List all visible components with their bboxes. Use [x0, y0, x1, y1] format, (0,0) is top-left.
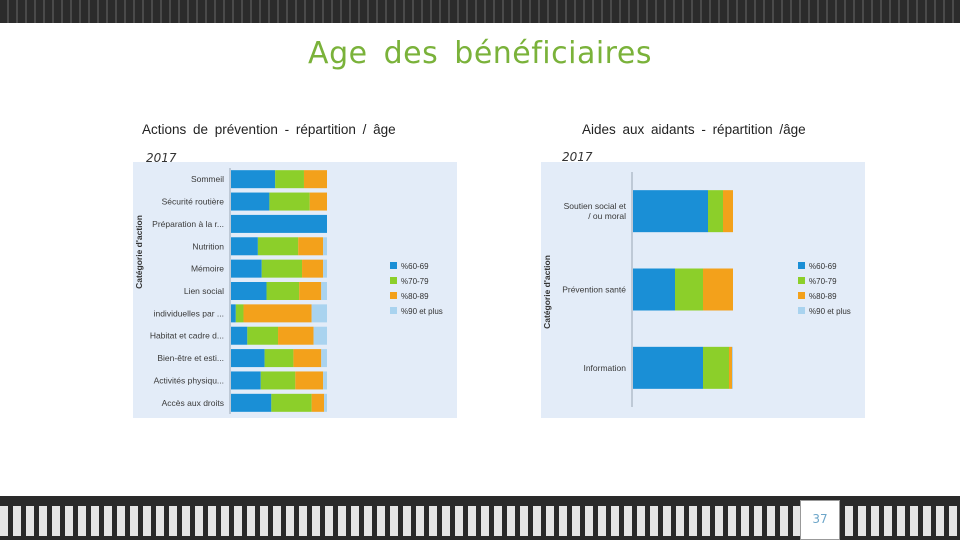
bar-segment [231, 170, 276, 189]
category-label: Nutrition [192, 241, 224, 251]
right-chart-subtitle: Aides aux aidants - répartition /âge [582, 122, 806, 137]
bar-segment [323, 259, 327, 278]
bar-segment [231, 282, 267, 300]
bar-segment [633, 190, 708, 233]
top-decorative-bar [0, 0, 960, 23]
bar-segment [703, 346, 729, 389]
bar-segment [278, 326, 314, 345]
category-label: Préparation à la r... [152, 219, 224, 229]
bar-segment [309, 192, 327, 211]
bar-segment [311, 393, 325, 412]
legend-label: %80-89 [809, 292, 837, 301]
legend-label: %60-69 [809, 262, 837, 271]
legend-swatch [798, 307, 805, 314]
page-number: 37 [812, 512, 828, 526]
y-axis-title: Catégorie d'action [542, 255, 552, 329]
left-chart-subtitle: Actions de prévention - répartition / âg… [142, 122, 396, 137]
right-stacked-bar-chart: Catégorie d'action Soutien social et / ou… [541, 162, 865, 418]
category-label: Prévention santé [562, 285, 626, 295]
bar-segment [703, 268, 733, 311]
category-label: Mémoire [191, 264, 224, 274]
legend-label: %70-79 [401, 277, 429, 286]
category-label: Sommeil [191, 174, 224, 184]
bar-segment [231, 393, 272, 412]
legend-swatch [390, 307, 397, 314]
category-label: Information [583, 363, 626, 373]
bar-segment [231, 304, 236, 323]
left-stacked-bar-chart: Catégorie d'action Sommeil Sécurité routiè… [133, 162, 457, 418]
bar-segment [231, 259, 262, 278]
bar-segment [275, 170, 304, 189]
category-label: Sécurité routière [162, 197, 225, 207]
bar-segment [260, 371, 296, 390]
bar-segment [723, 190, 733, 233]
bar-segment [231, 326, 248, 345]
bar-segment [257, 237, 299, 256]
category-label: Lien social [184, 286, 224, 296]
bar-segment [271, 393, 312, 412]
bar-segment [264, 349, 294, 368]
legend-swatch [798, 262, 805, 269]
bar-segment [323, 237, 327, 256]
bar-segment [302, 259, 324, 278]
legend-label: %60-69 [401, 262, 429, 271]
legend-swatch [390, 262, 397, 269]
slide-title: Age des bénéficiaires [308, 36, 652, 71]
bar-segment [231, 349, 265, 368]
bar-segment [261, 259, 303, 278]
bar-segment [633, 268, 675, 311]
bar-segment [321, 349, 327, 368]
bar-segment [633, 346, 703, 389]
legend-label: %70-79 [809, 277, 837, 286]
bar-segment [313, 326, 327, 345]
bar-segment [231, 192, 270, 211]
bar-segment [231, 237, 258, 256]
category-label: Activités physiqu... [154, 375, 224, 385]
right-chart-year: 2017 [562, 150, 593, 164]
bar-segment [298, 237, 324, 256]
bar-segment [293, 349, 322, 368]
category-label: Bien-être et esti... [157, 353, 224, 363]
bar-segment [708, 190, 723, 233]
category-label: Soutien social et [564, 201, 627, 211]
category-label: Accès aux droits [162, 398, 224, 408]
bar-segment [269, 192, 310, 211]
bar-segment [247, 326, 279, 345]
legend-label: %90 et plus [401, 307, 443, 316]
bar-segment [235, 304, 244, 323]
legend-swatch [798, 277, 805, 284]
bar-segment [732, 346, 733, 389]
legend-swatch [390, 292, 397, 299]
bar-segment [295, 371, 324, 390]
legend-swatch [798, 292, 805, 299]
category-label: / ou moral [588, 211, 626, 221]
y-axis-title: Catégorie d'action [134, 215, 144, 289]
bar-segment [729, 346, 732, 389]
bar-segment [311, 304, 327, 323]
bar-segment [231, 371, 261, 390]
bar-segment [321, 282, 327, 300]
bar-segment [299, 282, 322, 300]
bar-segment [324, 393, 327, 412]
bar-segment [323, 371, 327, 390]
bar-segment [231, 214, 327, 233]
legend-label: %90 et plus [809, 307, 851, 316]
bar-segment [243, 304, 312, 323]
left-chart-year: 2017 [146, 151, 177, 165]
bar-segment [303, 170, 327, 189]
legend-label: %80-89 [401, 292, 429, 301]
category-label: individuelles par ... [154, 308, 224, 318]
legend-swatch [390, 277, 397, 284]
bar-segment [266, 282, 300, 300]
bar-segment [675, 268, 703, 311]
category-label: Habitat et cadre d... [150, 331, 224, 341]
